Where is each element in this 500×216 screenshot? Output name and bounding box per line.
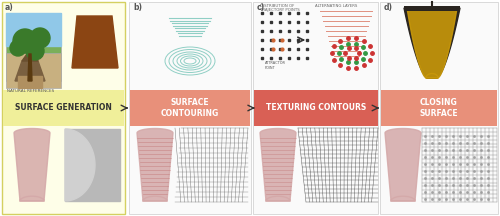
Circle shape: [13, 29, 37, 53]
Text: SURFACE GENERATION: SURFACE GENERATION: [14, 103, 112, 113]
Polygon shape: [6, 13, 61, 46]
Polygon shape: [65, 129, 95, 201]
Polygon shape: [404, 8, 460, 78]
FancyBboxPatch shape: [130, 90, 250, 126]
FancyBboxPatch shape: [254, 90, 378, 126]
Text: c): c): [257, 3, 265, 12]
Polygon shape: [407, 8, 457, 78]
Polygon shape: [15, 61, 45, 81]
Polygon shape: [22, 54, 38, 61]
Circle shape: [26, 42, 44, 60]
Text: ATTRACTOR
POINT: ATTRACTOR POINT: [265, 61, 286, 70]
Circle shape: [30, 28, 50, 48]
Text: TRAJECTORY POINTS: TRAJECTORY POINTS: [260, 8, 300, 12]
Polygon shape: [65, 129, 120, 201]
Polygon shape: [260, 129, 296, 201]
FancyBboxPatch shape: [404, 6, 460, 11]
Text: SURFACE
CONTOURING: SURFACE CONTOURING: [161, 98, 219, 118]
Text: d): d): [384, 3, 393, 12]
FancyBboxPatch shape: [3, 90, 124, 126]
FancyBboxPatch shape: [6, 53, 61, 88]
Text: NATURAL REFERENCES: NATURAL REFERENCES: [7, 89, 54, 93]
Text: TEXTURING CONTOURS: TEXTURING CONTOURS: [266, 103, 366, 113]
Polygon shape: [14, 129, 50, 201]
Text: DISTRIBUTION OF: DISTRIBUTION OF: [260, 4, 294, 8]
Polygon shape: [72, 16, 118, 68]
Polygon shape: [137, 129, 173, 201]
FancyBboxPatch shape: [6, 13, 61, 81]
Polygon shape: [385, 129, 421, 201]
Polygon shape: [18, 76, 42, 88]
FancyBboxPatch shape: [129, 2, 251, 214]
Text: a): a): [5, 3, 14, 12]
Text: ALTERNATING LAYERS: ALTERNATING LAYERS: [315, 4, 358, 8]
FancyBboxPatch shape: [380, 2, 498, 214]
FancyBboxPatch shape: [2, 2, 125, 214]
FancyBboxPatch shape: [253, 2, 378, 214]
Circle shape: [10, 40, 26, 56]
Polygon shape: [28, 54, 32, 81]
FancyBboxPatch shape: [381, 90, 497, 126]
Text: b): b): [133, 3, 142, 12]
Text: CLOSING
SURFACE: CLOSING SURFACE: [420, 98, 459, 118]
